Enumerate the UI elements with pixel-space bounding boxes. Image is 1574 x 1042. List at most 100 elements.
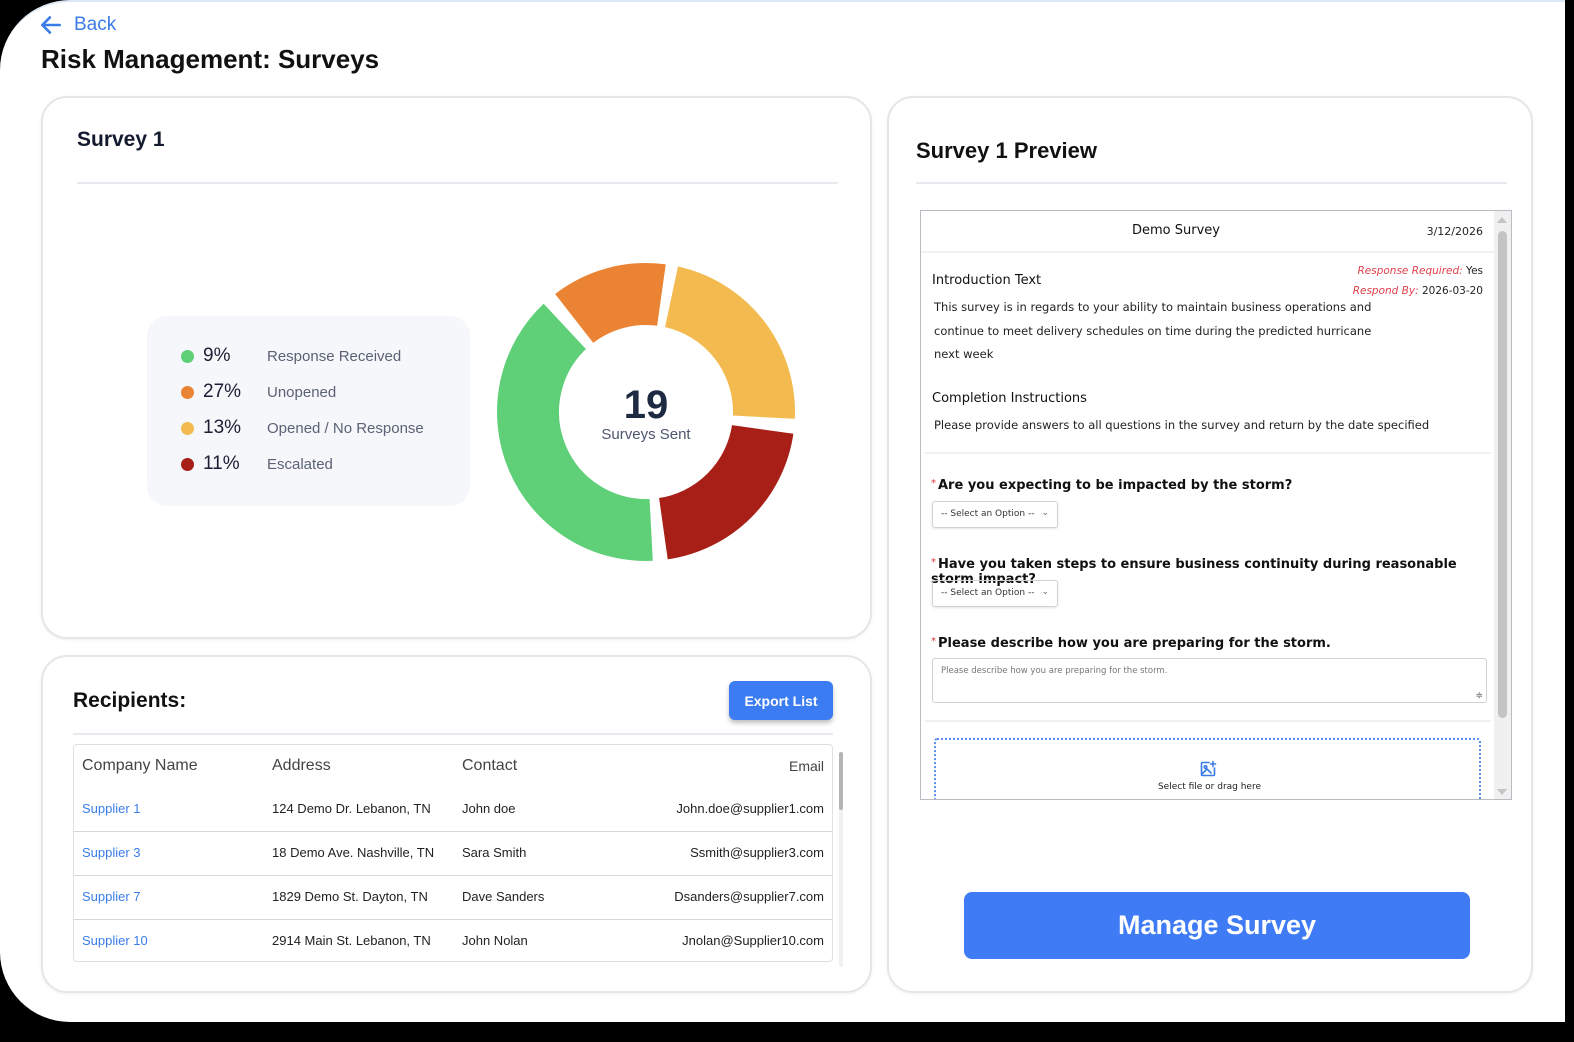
donut-slice-response-received (495, 301, 655, 563)
column-header-address[interactable]: Address (272, 757, 331, 774)
legend-label: Unopened (267, 383, 337, 401)
intro-heading: Introduction Text (932, 273, 1042, 288)
legend-label: Opened / No Response (267, 419, 424, 437)
address-cell: 124 Demo Dr. Lebanon, TN (264, 787, 454, 832)
divider (925, 452, 1491, 454)
intro-text: This survey is in regards to your abilit… (934, 300, 1372, 361)
divider (925, 720, 1491, 722)
survey-header: Demo Survey 3/12/2026 (921, 211, 1495, 253)
response-required-value: Yes (1466, 265, 1483, 277)
legend-item-escalated: 11% Escalated (181, 452, 333, 476)
column-header-email[interactable]: Email (788, 758, 824, 774)
recipients-card: Recipients: Export List Company Name Add… (41, 655, 872, 993)
company-link[interactable]: Supplier 7 (74, 875, 264, 920)
legend-item-unopened: 27% Unopened (181, 380, 336, 404)
contact-cell: Dave Sanders (454, 875, 614, 920)
contact-cell: John doe (454, 787, 614, 832)
column-header-company[interactable]: Company Name (82, 757, 198, 774)
legend-percent: 13% (203, 417, 242, 438)
legend-percent: 27% (203, 381, 242, 402)
survey-preview-frame: Demo Survey 3/12/2026 Response Required:… (920, 210, 1512, 800)
table-header-row: Company Name Address Contact Email (74, 745, 832, 787)
textarea-placeholder: Please describe how you are preparing fo… (941, 666, 1168, 676)
email-cell: Dsanders@supplier7.com (614, 875, 832, 920)
preview-scrollbar[interactable] (1494, 211, 1511, 799)
respond-by-label: Respond By: (1352, 285, 1419, 297)
response-required-label: Response Required: (1357, 265, 1463, 277)
upload-label: Select file or drag here (1157, 782, 1262, 792)
surveys-sent-label: Surveys Sent (601, 426, 691, 443)
donut-slice-unopened (552, 261, 668, 346)
surveys-sent-count: 19 (623, 383, 669, 427)
table-scrollbar-thumb[interactable] (839, 752, 843, 810)
respond-by: Respond By: 2026-03-20 (1353, 285, 1483, 297)
recipients-title: Recipients: (73, 689, 187, 712)
file-upload-dropzone[interactable]: Select file or drag here (934, 738, 1481, 799)
question-3: * Please describe how you are preparing f… (931, 636, 1331, 651)
survey-form: Demo Survey 3/12/2026 Response Required:… (921, 211, 1495, 799)
legend-dot-icon (181, 457, 194, 471)
divider (77, 182, 838, 184)
question-text: Please describe how you are preparing fo… (938, 636, 1331, 651)
legend-label: Escalated (267, 455, 333, 473)
legend-item-response-received: 9% Response Received (181, 344, 401, 368)
donut-slice-escalated (656, 422, 796, 562)
scroll-up-icon[interactable] (1497, 217, 1507, 223)
response-required: Response Required: Yes (1357, 265, 1483, 277)
question-text: Have you taken steps to ensure business … (931, 557, 1457, 587)
instructions-heading: Completion Instructions (932, 391, 1087, 406)
select-value: -- Select an Option -- (941, 588, 1035, 598)
instructions-text: Please provide answers to all questions … (934, 418, 1430, 432)
divider (916, 182, 1507, 184)
donut-slice-opened-no-response (662, 264, 797, 421)
company-link[interactable]: Supplier 10 (82, 933, 148, 949)
email-cell: Ssmith@supplier3.com (614, 831, 832, 876)
address-cell: 18 Demo Ave. Nashville, TN (264, 831, 454, 876)
table-row: Supplier 7 1829 Demo St. Dayton, TN Dave… (74, 875, 832, 920)
divider (73, 733, 833, 735)
address-cell: 2914 Main St. Lebanon, TN (272, 933, 431, 949)
legend-percent: 11% (203, 453, 240, 474)
back-link[interactable]: Back (38, 12, 116, 38)
legend-percent: 9% (203, 345, 231, 366)
export-list-button[interactable]: Export List (729, 681, 833, 720)
question-2-select[interactable]: -- Select an Option -- ⌄ (932, 580, 1058, 607)
column-header-contact[interactable]: Contact (462, 757, 518, 774)
question-3-textarea[interactable]: Please describe how you are preparing fo… (932, 658, 1487, 703)
select-value: -- Select an Option -- (941, 509, 1035, 519)
question-1: * Are you expecting to be impacted by the… (931, 478, 1292, 493)
survey-name: Demo Survey (1132, 223, 1220, 238)
manage-survey-button[interactable]: Manage Survey (964, 892, 1470, 959)
company-link[interactable]: Supplier 1 (74, 787, 264, 832)
legend-dot-icon (181, 385, 194, 399)
legend-dot-icon (181, 349, 194, 363)
legend-dot-icon (181, 421, 194, 435)
question-2: * Have you taken steps to ensure business… (931, 557, 1495, 587)
survey-date: 3/12/2026 (1426, 225, 1483, 238)
email-cell: John.doe@supplier1.com (614, 787, 832, 832)
preview-scrollbar-thumb[interactable] (1498, 231, 1507, 718)
question-1-select[interactable]: -- Select an Option -- ⌄ (932, 501, 1058, 528)
image-add-icon (1200, 760, 1217, 777)
question-text: Are you expecting to be impacted by the … (938, 478, 1293, 493)
recipients-table: Company Name Address Contact Email Suppl… (73, 744, 833, 962)
arrow-left-icon (41, 16, 61, 34)
table-row: Supplier 3 18 Demo Ave. Nashville, TN Sa… (74, 831, 832, 876)
required-marker: * (931, 478, 936, 489)
required-marker: * (931, 557, 936, 568)
contact-cell: John Nolan (462, 933, 528, 949)
resize-handle-icon[interactable]: ≑ (1475, 691, 1483, 701)
survey-summary-card: Survey 1 9% Response Received 27% Unopen… (41, 96, 872, 639)
legend-item-opened-no-response: 13% Opened / No Response (181, 416, 424, 440)
contact-cell: Sara Smith (454, 831, 614, 876)
scroll-down-icon[interactable] (1497, 789, 1507, 795)
page: Back Risk Management: Surveys Survey 1 9… (0, 0, 1565, 1022)
company-link[interactable]: Supplier 3 (74, 831, 264, 876)
respond-by-value: 2026-03-20 (1421, 285, 1483, 297)
legend-label: Response Received (267, 347, 402, 365)
chevron-down-icon: ⌄ (1041, 508, 1049, 518)
back-label: Back (74, 14, 117, 35)
table-row: Supplier 10 2914 Main St. Lebanon, TN Jo… (74, 919, 832, 961)
table-row: Supplier 1 124 Demo Dr. Lebanon, TN John… (74, 787, 832, 832)
table-scrollbar[interactable] (839, 752, 843, 967)
